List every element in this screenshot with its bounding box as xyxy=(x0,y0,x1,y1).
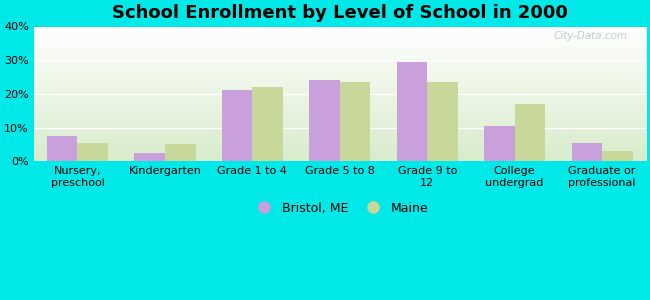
Bar xyxy=(602,151,632,161)
Bar xyxy=(135,153,165,161)
Bar xyxy=(47,136,77,161)
Bar xyxy=(77,143,108,161)
Title: School Enrollment by Level of School in 2000: School Enrollment by Level of School in … xyxy=(112,4,567,22)
Bar xyxy=(165,144,196,161)
Bar xyxy=(222,91,252,161)
Bar xyxy=(396,62,427,161)
Bar xyxy=(484,126,515,161)
Bar xyxy=(571,143,602,161)
Bar xyxy=(309,80,340,161)
Bar xyxy=(252,87,283,161)
Legend: Bristol, ME, Maine: Bristol, ME, Maine xyxy=(246,196,433,220)
Bar xyxy=(340,82,370,161)
Bar xyxy=(515,104,545,161)
Text: City-Data.com: City-Data.com xyxy=(553,31,627,40)
Bar xyxy=(427,82,458,161)
